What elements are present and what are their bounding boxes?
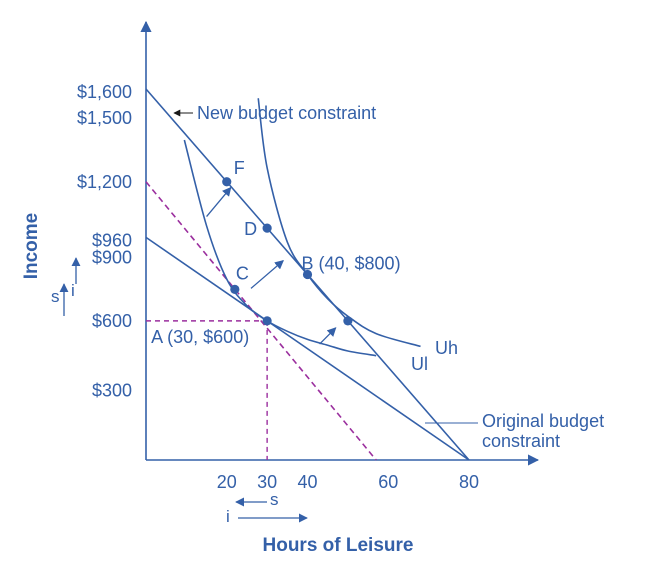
x-axis-title: Hours of Leisure: [263, 535, 414, 556]
y-substitution-label: s: [51, 287, 60, 306]
point-label-D: D: [244, 219, 257, 239]
indifference-curve-Ul: [183, 139, 377, 357]
point-E: [343, 316, 353, 326]
point-label-F: F: [234, 158, 245, 178]
x-tick-label-40: 40: [297, 472, 317, 492]
uh-curve-label: Uh: [435, 338, 458, 358]
y-tick-label-300: $300: [92, 380, 132, 400]
y-income-label: i: [71, 281, 75, 300]
y-tick-label-960: $960: [92, 230, 132, 250]
x-tick-label-60: 60: [378, 472, 398, 492]
movement-arrow-1: [250, 259, 284, 289]
budget-line-original: [145, 236, 470, 461]
x-tick-labels: 20 30 40 60 80: [217, 472, 479, 492]
movement-arrow-0: [206, 186, 232, 217]
ul-curve-label: Ul: [411, 354, 428, 374]
x-tick-label-20: 20: [217, 472, 237, 492]
original-budget-label-line1: Original budget: [482, 411, 604, 431]
original-budget-label-line2: constraint: [482, 431, 560, 451]
x-substitution-label: s: [270, 490, 279, 509]
y-tick-label-1200: $1,200: [77, 172, 132, 192]
guide-lines: [146, 320, 268, 460]
movement-arrows: [206, 186, 337, 345]
y-tick-label-1500: $1,500: [77, 108, 132, 128]
point-labels: F D B (40, $800) C A (30, $600): [151, 158, 400, 347]
x-tick-label-80: 80: [459, 472, 479, 492]
y-axis-title: Income: [21, 213, 42, 280]
point-label-B: B (40, $800): [302, 254, 401, 274]
x-income-label: i: [226, 507, 230, 526]
point-C: [230, 284, 240, 294]
indifference-curve-Uh: [257, 98, 421, 348]
point-label-A: A (30, $600): [151, 327, 249, 347]
point-B: [302, 269, 313, 280]
new-budget-label: New budget constraint: [197, 103, 376, 123]
indifference-curves: [183, 98, 421, 357]
y-tick-label-1600: $1,600: [77, 82, 132, 102]
y-tick-label-600: $600: [92, 311, 132, 331]
y-tick-label-900: $900: [92, 247, 132, 267]
budget-line-parallel: [145, 181, 377, 461]
movement-arrow-2: [319, 327, 337, 345]
point-A: [262, 316, 272, 326]
point-F: [222, 177, 232, 187]
point-D: [262, 223, 272, 233]
data-points: [222, 177, 353, 326]
point-label-C: C: [236, 263, 249, 283]
x-tick-label-30: 30: [257, 472, 277, 492]
y-tick-labels: $1,600 $1,500 $1,200 $960$900 $600 $300: [77, 82, 132, 400]
